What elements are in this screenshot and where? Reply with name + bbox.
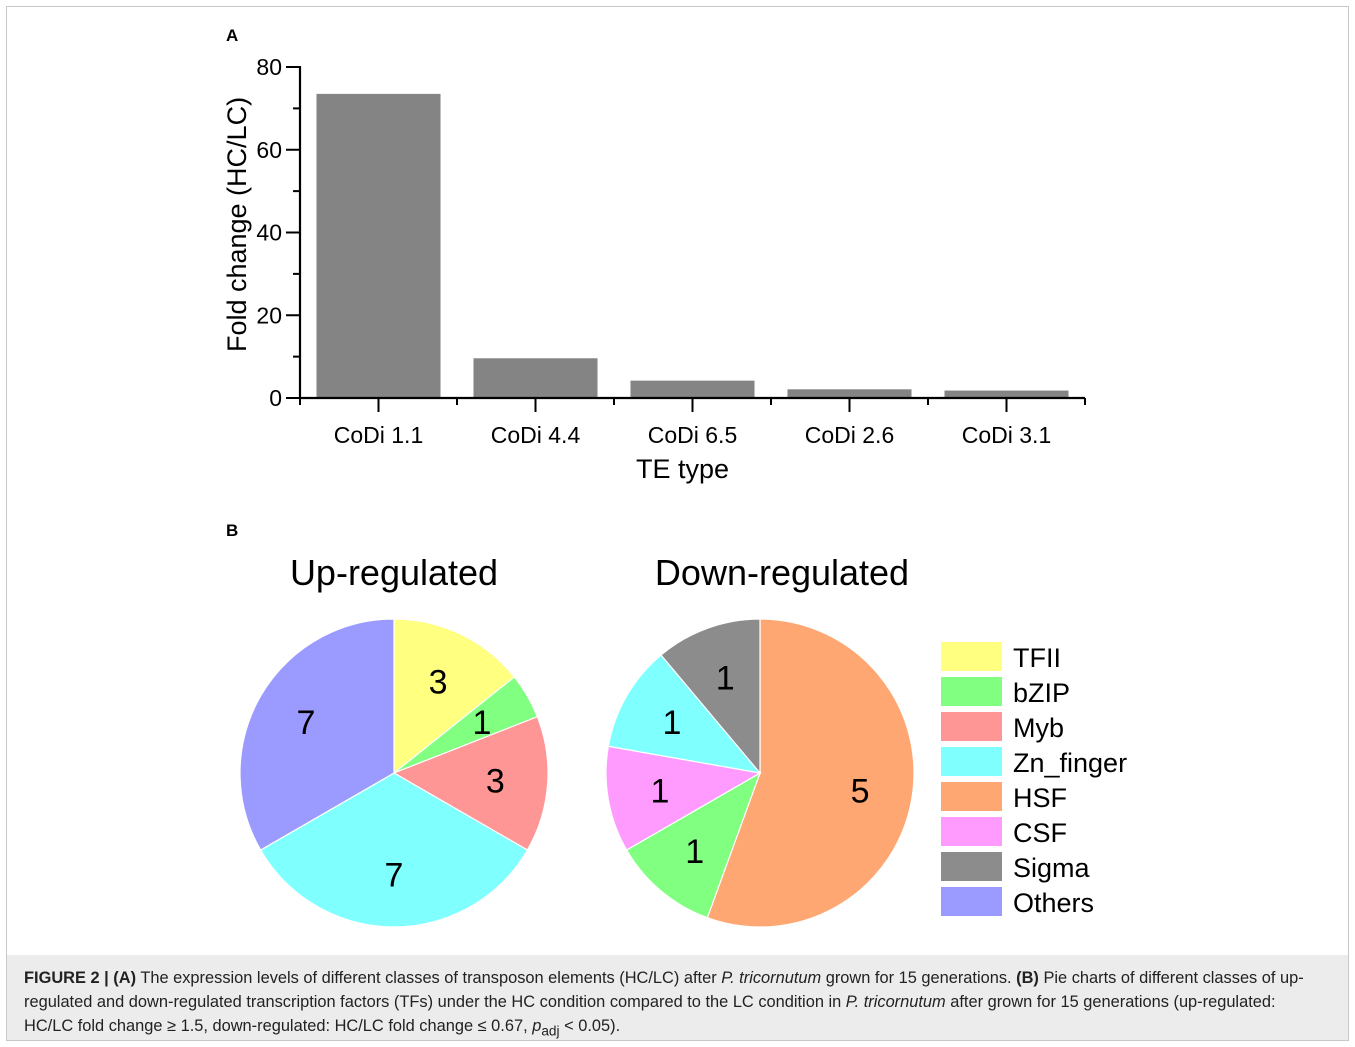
legend-label: CSF [1013,818,1067,848]
bar-1 [316,93,441,399]
legend-swatch [941,782,1002,811]
bar-5 [944,390,1069,398]
caption-text-b-1: Pie charts of different classes of up-re… [24,969,1304,1011]
legend-label: bZIP [1013,678,1070,708]
legend-swatch [941,817,1002,846]
caption-part-a: (A) [113,969,137,987]
caption-p-symbol: p [532,1017,542,1035]
y-tick-label: 80 [256,54,282,80]
up-slice-myb [392,715,549,851]
caption-text-a-2: grown for 15 generations. [821,969,1017,987]
up-slice-value: 7 [297,704,316,742]
down-slice-csf [605,745,762,851]
y-tick-label: 20 [256,302,282,328]
legend-swatch [941,642,1002,671]
caption-part-b: (B) [1016,969,1039,987]
legend-label: Others [1013,888,1094,918]
down-slice-zn-finger [607,654,762,774]
down-slice-value: 1 [650,773,669,811]
legend-label: Zn_finger [1013,748,1127,778]
y-tick-label: 0 [269,385,282,411]
down-slice-bzip [625,771,762,919]
up-slice-others [239,618,395,851]
down-title: Down-regulated [655,552,909,593]
up-slice-tfii [393,618,516,775]
x-tick-label: CoDi 1.1 [334,422,423,448]
legend-label: Sigma [1013,853,1091,883]
caption-text-a-1: The expression levels of different class… [136,969,722,987]
legend-label: TFII [1013,643,1061,673]
down-slice-hsf [706,618,915,928]
legend-swatch [941,677,1002,706]
bar-4 [787,389,912,398]
legend-label: Myb [1013,713,1064,743]
up-title: Up-regulated [290,552,498,593]
caption-text-b-2: after grown for 15 generations (up-regul… [24,993,1276,1035]
down-slice-value: 1 [663,704,682,742]
down-slice-value: 5 [851,773,870,811]
down-slice-value: 1 [685,833,704,871]
figure-canvas: A 0 20 40 60 80 CoDi 1.1 CoDi 4.4 CoDi 6.5 CoDi … [222,26,1127,928]
x-tick-label: CoDi 2.6 [805,422,894,448]
panel-a-letter: A [226,26,238,45]
x-tick-label: CoDi 3.1 [962,422,1051,448]
legend-swatch [941,852,1002,881]
y-tick-label: 40 [256,220,282,246]
down-slice-value: 1 [716,659,735,697]
legend-swatch [941,712,1002,741]
panel-b-letter: B [226,521,238,540]
caption-p-subscript: adj [541,1023,560,1039]
x-tick-label: CoDi 4.4 [491,422,581,448]
caption-text-b-3: < 0.05). [559,1017,621,1035]
up-slice-value: 1 [473,704,492,742]
figure-frame [6,6,1349,1041]
legend-label: HSF [1013,783,1067,813]
pie-legend: TFII bZIP Myb Zn_finger HSF CSF Sigma Others [941,642,1127,918]
x-tick-label: CoDi 6.5 [648,422,737,448]
legend-swatch [941,887,1002,916]
bar-chart: 0 20 40 60 80 CoDi 1.1 CoDi 4.4 CoDi 6.5 CoDi 2.… [222,54,1086,484]
y-axis-title: Fold change (HC/LC) [222,97,252,352]
legend-swatch [941,747,1002,776]
up-slice-value: 7 [385,857,404,895]
bar-3 [630,380,755,398]
caption-species-2: P. tricornutum [845,993,946,1011]
down-slice-sigma [660,618,761,775]
x-axis-title: TE type [636,454,729,484]
up-slice-value: 3 [429,663,448,701]
up-slice-value: 3 [486,763,505,801]
caption-figure-label: FIGURE 2 | [24,969,109,987]
caption-background [7,955,1348,1040]
y-tick-label: 60 [256,137,282,163]
caption-species-1: P. tricornutum [721,969,822,987]
figure-caption: FIGURE 2 | (A) The expression levels of … [24,966,1324,1043]
bar-2 [473,358,598,398]
